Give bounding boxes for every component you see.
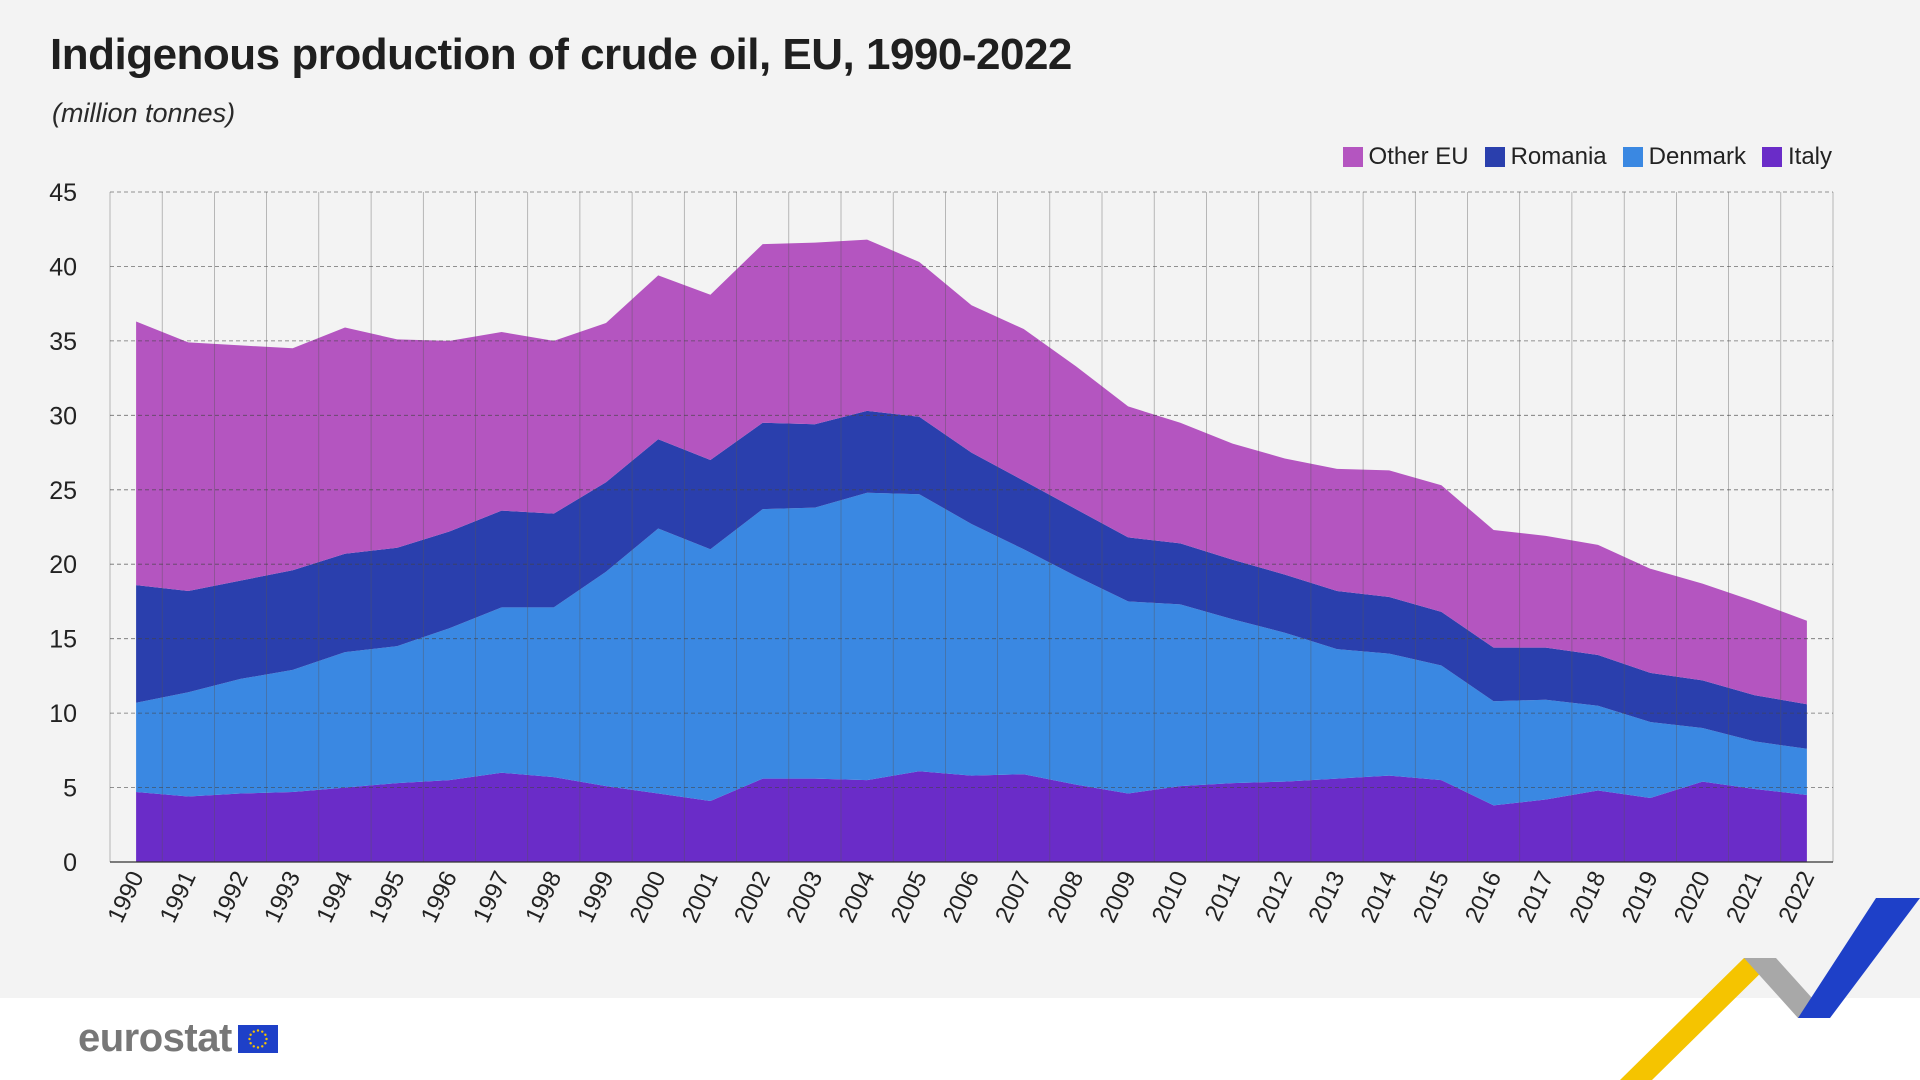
legend-item-other-eu: Other EU (1342, 143, 1469, 171)
x-tick-label: 1990 (103, 867, 150, 927)
y-tick-label: 10 (49, 700, 77, 728)
x-tick-label: 2008 (1042, 867, 1089, 927)
legend-item-italy: Italy (1761, 143, 1832, 171)
x-tick-label: 1993 (259, 867, 306, 927)
y-tick-label: 15 (49, 626, 77, 654)
legend-label-other-eu: Other EU (1368, 143, 1469, 170)
x-tick-label: 2014 (1356, 867, 1403, 927)
flag-star (249, 1033, 252, 1036)
flag-star (256, 1045, 260, 1049)
x-tick-label: 2005 (886, 867, 933, 927)
legend-swatch-romania (1484, 147, 1505, 167)
x-tick-label: 2004 (834, 867, 881, 927)
flag-star (249, 1041, 252, 1044)
x-tick-label: 1992 (207, 867, 254, 927)
chart-subtitle: (million tonnes) (52, 98, 236, 128)
x-tick-label: 1995 (364, 867, 411, 927)
legend-label-romania: Romania (1510, 143, 1607, 170)
deco-blue-stroke (1798, 898, 1920, 1018)
y-tick-label: 40 (49, 253, 77, 281)
x-tick-label: 2007 (990, 867, 1037, 927)
y-tick-label: 0 (63, 849, 77, 877)
x-tick-label: 2009 (1095, 867, 1142, 927)
flag-star (248, 1037, 251, 1040)
x-tick-label: 2013 (1303, 867, 1350, 927)
x-tick-label: 2003 (781, 867, 828, 927)
chart-legend: Other EU Romania Denmark Italy (1342, 143, 1832, 171)
brand-name: eurostat (78, 1016, 232, 1060)
area-series-romania (136, 410, 1807, 749)
legend-swatch-other-eu (1342, 147, 1363, 167)
y-tick-label: 30 (49, 402, 77, 430)
area-series-other-eu (136, 239, 1807, 705)
x-tick-label: 2015 (1408, 867, 1455, 927)
chart-title: Indigenous production of crude oil, EU, … (50, 30, 1072, 79)
flag-star (256, 1028, 260, 1032)
eu-flag-icon (237, 1024, 278, 1053)
flag-star (252, 1029, 255, 1033)
x-tick-label: 1994 (311, 867, 358, 927)
x-tick-label: 2006 (938, 867, 985, 927)
eurostat-logo: eurostat (78, 1016, 278, 1061)
legend-label-denmark: Denmark (1648, 143, 1746, 170)
y-tick-label: 35 (49, 328, 77, 356)
x-tick-label: 1999 (572, 867, 619, 927)
y-tick-label: 25 (49, 477, 77, 505)
deco-yellow-stroke (1620, 958, 1776, 1080)
decorative-chevron-icon (1620, 898, 1920, 1080)
legend-swatch-denmark (1622, 147, 1643, 167)
flag-star (265, 1037, 268, 1040)
legend-item-romania: Romania (1484, 143, 1607, 171)
flag-star (263, 1041, 267, 1044)
x-tick-label: 2000 (625, 867, 672, 927)
flag-star (260, 1044, 264, 1048)
y-tick-label: 5 (63, 775, 77, 803)
flag-star (263, 1033, 267, 1036)
legend-swatch-italy (1761, 147, 1782, 167)
x-tick-label: 2018 (1564, 867, 1611, 927)
x-tick-label: 2010 (1147, 867, 1194, 927)
legend-label-italy: Italy (1787, 143, 1832, 170)
x-tick-label: 2012 (1251, 867, 1298, 927)
x-tick-label: 2011 (1200, 867, 1246, 925)
x-tick-label: 1996 (416, 867, 463, 927)
y-tick-label: 20 (49, 551, 77, 579)
x-tick-label: 2016 (1460, 867, 1507, 927)
x-tick-label: 1997 (468, 867, 515, 927)
x-tick-label: 2017 (1512, 867, 1559, 927)
flag-star (260, 1029, 264, 1033)
area-series-italy (136, 771, 1807, 862)
x-tick-label: 1991 (155, 867, 202, 927)
flag-star (252, 1044, 255, 1048)
y-tick-label: 45 (49, 179, 77, 207)
x-tick-label: 2001 (677, 867, 724, 927)
x-tick-label: 2002 (729, 867, 776, 927)
area-series-denmark (136, 492, 1807, 806)
legend-item-denmark: Denmark (1622, 143, 1746, 171)
x-tick-label: 1998 (520, 867, 567, 927)
